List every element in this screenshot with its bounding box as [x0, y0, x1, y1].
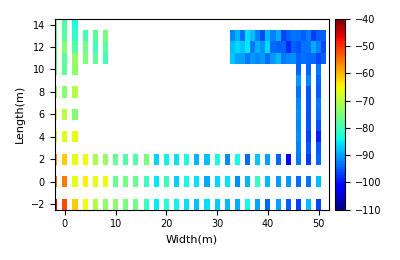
X-axis label: Width(m): Width(m)	[166, 235, 218, 245]
Y-axis label: Length(m): Length(m)	[15, 85, 25, 144]
